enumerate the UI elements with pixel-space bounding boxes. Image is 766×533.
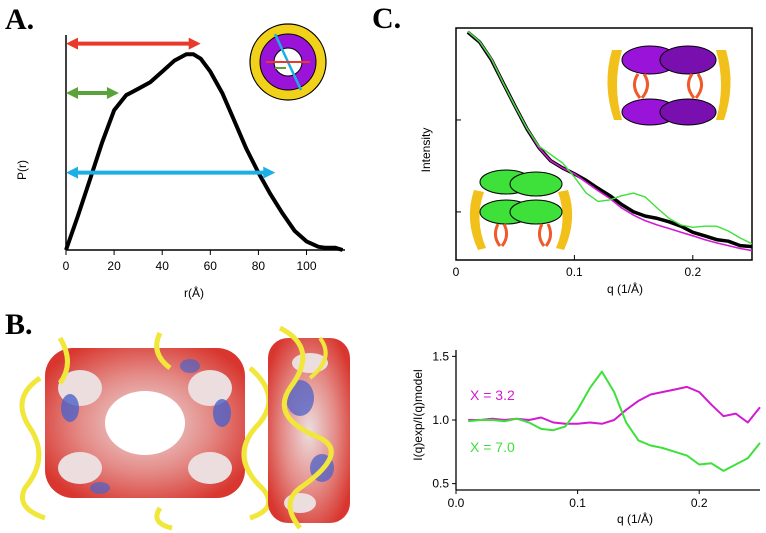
ratio-y-tick-label: 0.5	[432, 477, 449, 491]
intensity-x-tick-label: 0.1	[566, 265, 583, 279]
pr-x-tick-label: 100	[297, 259, 317, 273]
cyan-arrowhead-right	[263, 166, 276, 179]
pr-distribution-chart: 0 20 40 60 80 100 P(r) r(Å)	[15, 23, 345, 300]
yellow-ring-with-purple-annulus-icon	[249, 23, 327, 101]
green-arrowhead-left	[66, 87, 78, 100]
panel-label-b: B.	[5, 308, 33, 341]
electrostatic-structures	[19, 325, 350, 531]
purple-tetramer-cartoon-icon	[607, 45, 731, 126]
intensity-x-axis-label: q (1/Å)	[607, 281, 643, 296]
pr-x-tick-label: 20	[107, 259, 121, 273]
red-arrowhead-left	[66, 37, 78, 50]
ratio-y-axis-label: I(q)exp/I(q)model	[411, 369, 425, 460]
electrostatic-surface-side-view	[268, 325, 350, 530]
pr-x-tick-label: 80	[252, 259, 266, 273]
intensity-plot-area: 0 0.1 0.2	[453, 27, 753, 279]
pr-x-tick-label: 60	[204, 259, 218, 273]
intensity-y-axis-label: Intensity	[419, 128, 433, 173]
pr-x-axis-label: r(Å)	[184, 285, 204, 300]
ratio-series-line	[468, 370, 761, 472]
pr-x-tick-label: 0	[63, 259, 70, 273]
cyan-arrowhead-left	[66, 166, 78, 179]
ratio-y-tick-label: 1.5	[432, 349, 449, 363]
pr-y-axis-label: P(r)	[15, 160, 29, 180]
residual-ratio-chart: 0.0 0.1 0.2 0.5 1.0 1.5 I(q)exp/I(q)model q (…	[411, 349, 761, 526]
ratio-x-tick-label: 0.2	[691, 496, 708, 510]
intensity-x-tick-label: 0	[453, 265, 460, 279]
ratio-x-tick-label: 0.0	[448, 496, 465, 510]
ratio-plot-area: 0.0 0.1 0.2 0.5 1.0 1.5	[432, 349, 761, 510]
ratio-x-axis-label: q (1/Å)	[617, 511, 653, 526]
ratio-x-tick-label: 0.1	[569, 496, 586, 510]
saxs-intensity-chart: 0 0.1 0.2 Intensity q (1/Å)	[419, 27, 753, 296]
intensity-series-line	[467, 30, 753, 245]
pr-x-tick-label: 40	[156, 259, 170, 273]
intensity-x-tick-label: 0.2	[684, 265, 701, 279]
green-arrowhead-right	[106, 87, 119, 100]
series-label-x32: X = 3.2	[470, 387, 515, 403]
red-arrowhead-right	[188, 37, 201, 50]
green-tetramer-cartoon-icon	[469, 169, 573, 250]
panel-label-c: C.	[372, 2, 402, 35]
ratio-y-tick-label: 1.0	[432, 413, 449, 427]
electrostatic-surface-front-view	[19, 331, 272, 531]
panel-label-a: A.	[5, 3, 35, 36]
pr-series-line	[64, 52, 344, 252]
pr-plot-area: 0 20 40 60 80 100	[63, 35, 345, 273]
series-label-x70: X = 7.0	[470, 439, 515, 455]
intensity-frame	[455, 27, 753, 261]
